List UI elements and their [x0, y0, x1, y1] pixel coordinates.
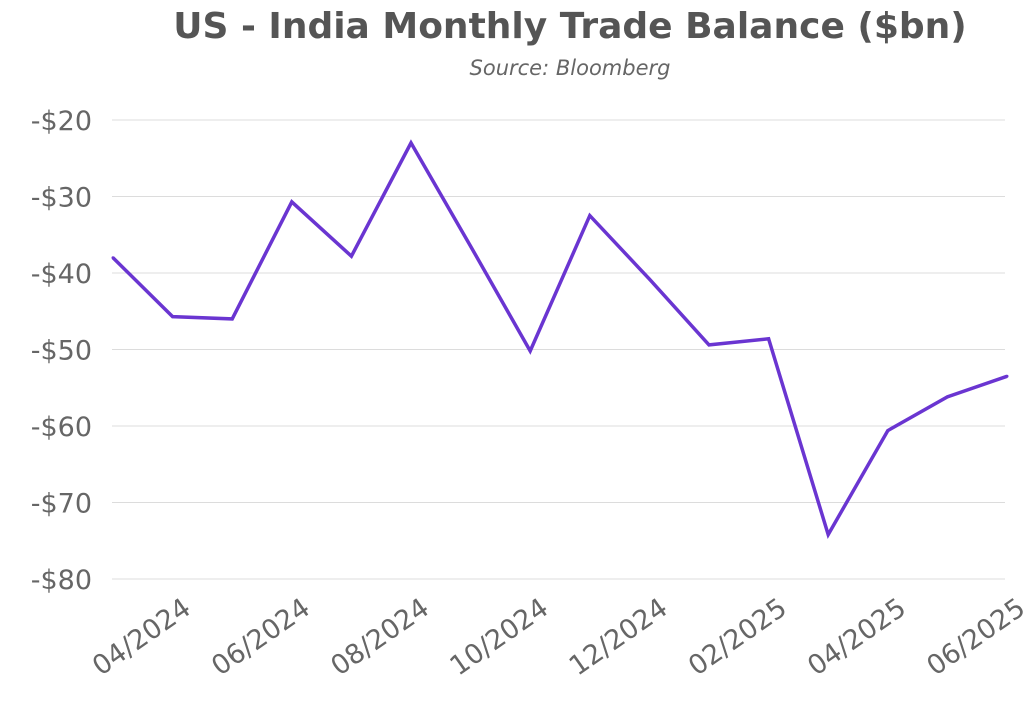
data-point	[1005, 374, 1009, 378]
data-point	[826, 533, 830, 537]
chart-title: US - India Monthly Trade Balance ($bn)	[173, 6, 967, 47]
data-point	[588, 214, 592, 218]
data-point	[469, 244, 473, 248]
x-tick-label: 06/2025	[921, 592, 1024, 682]
x-tick-label: 02/2025	[683, 592, 793, 682]
y-axis: -$20 -$30 -$40 -$50 -$60 -$70 -$80	[31, 106, 92, 596]
y-tick-label: -$70	[31, 489, 92, 520]
data-point	[945, 395, 949, 399]
data-point	[230, 317, 234, 321]
data-point	[707, 343, 711, 347]
data-point	[647, 277, 651, 281]
x-tick-label: 04/2024	[87, 592, 197, 682]
chart-subtitle: Source: Bloomberg	[469, 56, 671, 80]
data-point	[171, 315, 175, 319]
x-tick-label: 08/2024	[325, 592, 435, 682]
y-tick-label: -$30	[31, 183, 92, 214]
x-tick-label: 12/2024	[564, 592, 674, 682]
gridlines	[112, 119, 1005, 580]
data-point	[111, 256, 115, 260]
data-point	[290, 200, 294, 204]
data-point	[886, 429, 890, 433]
y-tick-label: -$60	[31, 412, 92, 443]
x-axis: 04/2024 06/2024 08/2024 10/2024 12/2024 02/20…	[87, 592, 1024, 682]
data-point	[528, 349, 532, 353]
y-tick-label: -$40	[31, 259, 92, 290]
series-line	[111, 139, 1008, 539]
x-tick-label: 04/2025	[802, 592, 912, 682]
data-point	[349, 254, 353, 258]
y-tick-label: -$20	[31, 106, 92, 137]
data-point	[767, 337, 771, 341]
data-point	[409, 141, 413, 145]
x-tick-label: 10/2024	[445, 592, 555, 682]
series-group	[111, 139, 1009, 539]
y-tick-label: -$80	[31, 565, 92, 596]
y-tick-label: -$50	[31, 336, 92, 367]
x-tick-label: 06/2024	[206, 592, 316, 682]
